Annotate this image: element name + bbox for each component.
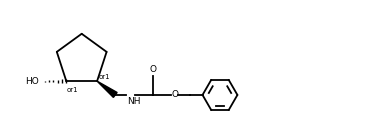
Text: or1: or1 — [67, 87, 79, 93]
Text: HO: HO — [25, 77, 39, 86]
Text: O: O — [172, 90, 179, 99]
Polygon shape — [97, 81, 117, 97]
Text: NH: NH — [127, 97, 141, 106]
Text: or1: or1 — [99, 74, 110, 80]
Text: O: O — [150, 65, 157, 74]
